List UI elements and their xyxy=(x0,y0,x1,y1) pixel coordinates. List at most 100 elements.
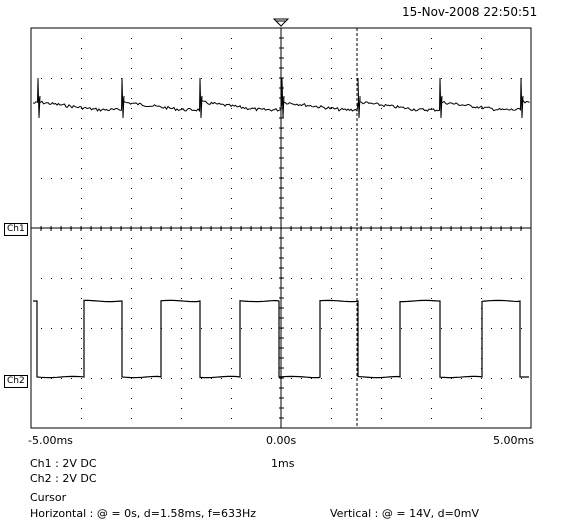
grid-dot xyxy=(371,78,372,79)
grid-dot xyxy=(101,328,102,329)
grid-dot xyxy=(141,278,142,279)
grid-dot xyxy=(171,328,172,329)
grid-dot xyxy=(231,128,232,129)
ch2-marker[interactable]: Ch2 xyxy=(4,375,28,388)
grid-dot xyxy=(451,178,452,179)
grid-dot xyxy=(171,278,172,279)
grid-dot xyxy=(131,268,132,269)
grid-dot xyxy=(151,328,152,329)
grid-dot xyxy=(481,388,482,389)
grid-dot xyxy=(341,128,342,129)
grid-dot xyxy=(481,178,482,179)
grid-dot xyxy=(231,198,232,199)
grid-dot xyxy=(361,328,362,329)
ch1-marker[interactable]: Ch1 xyxy=(4,223,28,236)
grid-dot xyxy=(181,138,182,139)
grid-dot xyxy=(381,368,382,369)
grid-dot xyxy=(231,268,232,269)
grid-dot xyxy=(331,218,332,219)
grid-dot xyxy=(231,78,232,79)
grid-dot xyxy=(381,38,382,39)
timestamp: 15-Nov-2008 22:50:51 xyxy=(402,5,538,19)
grid-dot xyxy=(311,278,312,279)
grid-dot xyxy=(291,378,292,379)
grid-dot xyxy=(361,78,362,79)
grid-dot xyxy=(481,238,482,239)
grid-dot xyxy=(81,318,82,319)
grid-dot xyxy=(191,378,192,379)
grid-dot xyxy=(181,418,182,419)
grid-dot xyxy=(431,158,432,159)
grid-dot xyxy=(471,328,472,329)
grid-dot xyxy=(481,418,482,419)
ch1-waveform xyxy=(32,77,530,119)
grid-dot xyxy=(301,378,302,379)
grid-dot xyxy=(481,408,482,409)
grid-dot xyxy=(421,128,422,129)
grid-dot xyxy=(181,318,182,319)
grid-dot xyxy=(451,328,452,329)
grid-dot xyxy=(431,348,432,349)
grid-dot xyxy=(181,158,182,159)
grid-dot xyxy=(261,278,262,279)
grid-dot xyxy=(81,348,82,349)
grid-dot xyxy=(381,358,382,359)
grid-dot xyxy=(211,128,212,129)
grid-dot xyxy=(411,128,412,129)
grid-dot xyxy=(121,278,122,279)
grid-dot xyxy=(381,88,382,89)
grid-dot xyxy=(331,178,332,179)
grid-dot xyxy=(471,128,472,129)
grid-dot xyxy=(141,328,142,329)
grid-dot xyxy=(91,78,92,79)
grid-dot xyxy=(371,278,372,279)
grid-dot xyxy=(161,278,162,279)
grid-dot xyxy=(111,328,112,329)
grid-dot xyxy=(231,368,232,369)
grid-dot xyxy=(331,238,332,239)
grid-dot xyxy=(81,368,82,369)
grid-dot xyxy=(81,58,82,59)
grid-dot xyxy=(331,278,332,279)
grid-dot xyxy=(391,378,392,379)
grid-dot xyxy=(81,378,82,379)
grid-dot xyxy=(201,128,202,129)
grid-dot xyxy=(361,178,362,179)
grid-dot xyxy=(231,308,232,309)
grid-dot xyxy=(241,378,242,379)
grid-dot xyxy=(231,388,232,389)
grid-dot xyxy=(331,388,332,389)
grid-dot xyxy=(381,128,382,129)
grid-dot xyxy=(431,278,432,279)
grid-dot xyxy=(131,368,132,369)
grid-dot xyxy=(521,278,522,279)
grid-dot xyxy=(261,378,262,379)
grid-dot xyxy=(81,258,82,259)
grid-dot xyxy=(101,378,102,379)
grid-dot xyxy=(81,118,82,119)
grid-dot xyxy=(411,328,412,329)
grid-dot xyxy=(351,278,352,279)
grid-dot xyxy=(81,178,82,179)
grid-dot xyxy=(101,278,102,279)
grid-dot xyxy=(391,128,392,129)
grid-dot xyxy=(431,138,432,139)
grid-dot xyxy=(81,198,82,199)
grid-dot xyxy=(431,218,432,219)
grid-dot xyxy=(211,378,212,379)
grid-dot xyxy=(61,378,62,379)
grid-dot xyxy=(131,208,132,209)
trigger-position-icon[interactable] xyxy=(272,18,290,27)
grid-dot xyxy=(481,88,482,89)
grid-dot xyxy=(431,98,432,99)
grid-dot xyxy=(381,298,382,299)
grid-dot xyxy=(431,148,432,149)
grid-dot xyxy=(81,408,82,409)
grid-dot xyxy=(131,358,132,359)
grid-dot xyxy=(181,338,182,339)
grid-dot xyxy=(221,278,222,279)
grid-dot xyxy=(171,378,172,379)
grid-dot xyxy=(81,308,82,309)
grid-dot xyxy=(71,378,72,379)
grid-dot xyxy=(131,348,132,349)
